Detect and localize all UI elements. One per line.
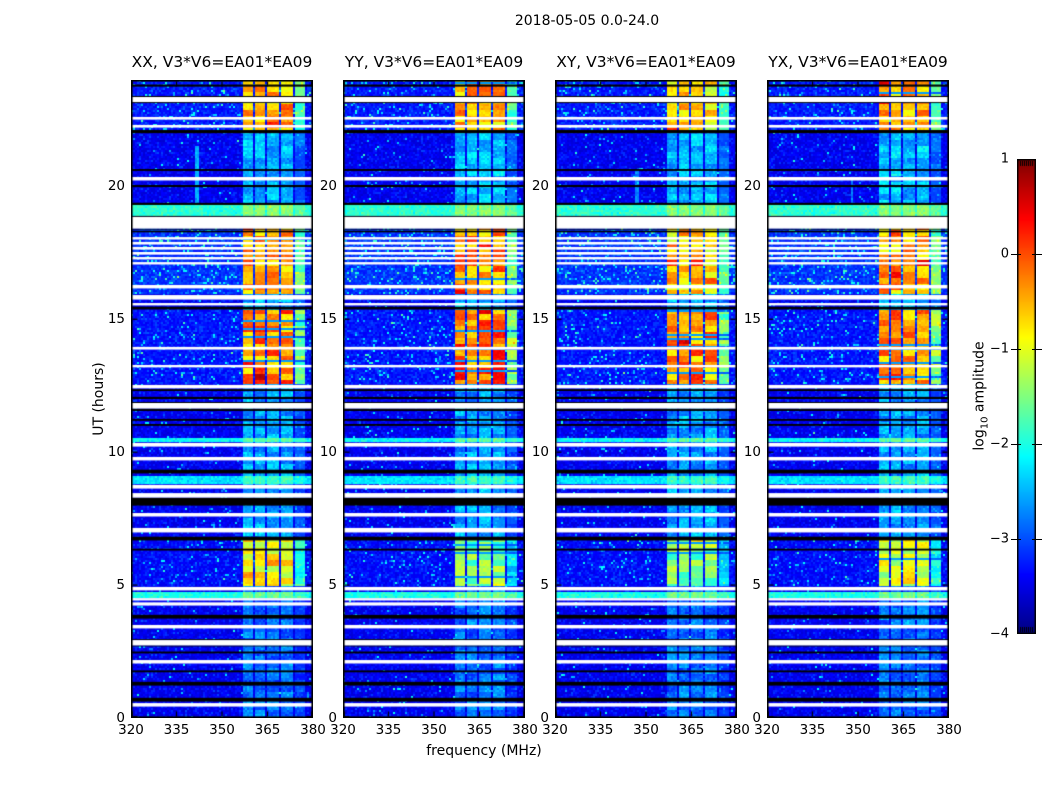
x-tick-label: 365 — [254, 722, 281, 738]
colorbar-tick-mark — [1011, 539, 1021, 540]
y-tick-label: 5 — [116, 577, 125, 594]
x-tick-label: 350 — [845, 722, 871, 738]
x-tick-label: 320 — [330, 722, 356, 738]
y-tick-label: 10 — [107, 444, 125, 461]
x-tick-label: 335 — [375, 722, 402, 738]
colorbar-tick-mark — [1011, 349, 1021, 350]
y-tick-label: 20 — [107, 178, 125, 195]
y-tick-label: 10 — [319, 444, 337, 461]
y-tick-label: 0 — [752, 710, 761, 726]
x-tick-label: 350 — [209, 722, 235, 738]
y-tick-label: 15 — [743, 311, 761, 328]
y-tick-label: 5 — [540, 577, 549, 594]
colorbar-tick-mark — [1011, 444, 1021, 445]
y-tick-label: 5 — [328, 577, 337, 594]
y-axis-label: UT (hours) — [91, 362, 107, 436]
y-tick-label: 20 — [319, 178, 337, 195]
x-tick-label: 350 — [421, 722, 447, 738]
colorbar-tick-label: 1 — [1000, 151, 1009, 167]
x-tick-label: 380 — [936, 722, 962, 738]
panel-title-xy: XY, V3*V6=EA01*EA09 — [556, 53, 736, 71]
panel-title-yy: YY, V3*V6=EA01*EA09 — [344, 53, 524, 71]
colorbar-tick-mark — [1032, 349, 1042, 350]
colorbar-label: log10 amplitude — [971, 341, 991, 451]
y-tick-label: 0 — [328, 710, 337, 726]
panel-title-yx: YX, V3*V6=EA01*EA09 — [768, 53, 948, 71]
x-tick-label: 365 — [466, 722, 493, 738]
colorbar-tick-mark — [1032, 539, 1042, 540]
x-tick-label: 365 — [678, 722, 705, 738]
x-tick-label: 335 — [587, 722, 614, 738]
x-axis-label: frequency (MHz) — [426, 743, 542, 759]
spectrogram-panel-yy — [343, 80, 525, 718]
colorbar-tick-mark — [1032, 254, 1042, 255]
x-tick-label: 365 — [890, 722, 917, 738]
colorbar — [1017, 159, 1036, 634]
colorbar-tick-label: −3 — [989, 531, 1009, 547]
x-tick-label: 350 — [633, 722, 659, 738]
x-tick-label: 380 — [300, 722, 326, 738]
colorbar-tick-label: −2 — [989, 436, 1009, 452]
colorbar-tick-label: −1 — [989, 341, 1009, 357]
x-tick-label: 320 — [754, 722, 780, 738]
x-tick-label: 335 — [163, 722, 190, 738]
y-tick-label: 15 — [107, 311, 125, 328]
spectrogram-panel-xx — [131, 80, 313, 718]
y-tick-label: 20 — [743, 178, 761, 195]
y-tick-label: 15 — [531, 311, 549, 328]
y-tick-label: 5 — [752, 577, 761, 594]
spectrogram-panel-yx — [767, 80, 949, 718]
y-tick-label: 20 — [531, 178, 549, 195]
spectrogram-panel-xy — [555, 80, 737, 718]
x-tick-label: 320 — [118, 722, 144, 738]
x-tick-label: 380 — [724, 722, 750, 738]
colorbar-tick-mark — [1032, 444, 1042, 445]
colorbar-tick-label: 0 — [1000, 246, 1009, 262]
y-tick-label: 10 — [743, 444, 761, 461]
figure-title: 2018-05-05 0.0-24.0 — [514, 13, 660, 29]
x-tick-label: 335 — [799, 722, 826, 738]
y-tick-label: 0 — [540, 710, 549, 726]
y-tick-label: 10 — [531, 444, 549, 461]
panel-title-xx: XX, V3*V6=EA01*EA09 — [131, 53, 313, 71]
colorbar-tick-label: −4 — [989, 626, 1009, 642]
x-tick-label: 320 — [542, 722, 568, 738]
x-tick-label: 380 — [512, 722, 538, 738]
y-tick-label: 0 — [116, 710, 125, 726]
colorbar-tick-mark — [1011, 254, 1021, 255]
y-tick-label: 15 — [319, 311, 337, 328]
